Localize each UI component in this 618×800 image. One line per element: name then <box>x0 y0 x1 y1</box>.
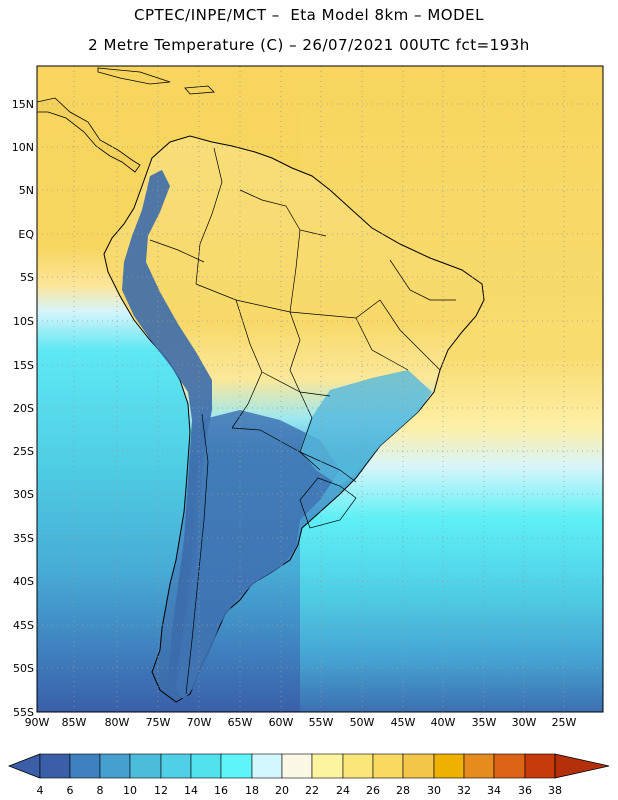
central-america <box>37 97 141 173</box>
map-title: CPTEC/INPE/MCT – Eta Model 8km – MODEL <box>134 6 484 24</box>
lat-label: 35S <box>13 532 34 545</box>
map-frame <box>36 65 604 713</box>
lon-label: 40W <box>431 716 456 729</box>
colorbar-tick-label: 26 <box>366 784 380 797</box>
lat-label: 55S <box>13 706 34 719</box>
hispaniola <box>184 85 215 95</box>
colorbar-tick-label: 28 <box>396 784 410 797</box>
lat-label: 15S <box>13 359 34 372</box>
colorbar-swatch <box>311 753 344 779</box>
colorbar-tick-label: 36 <box>518 784 532 797</box>
se-brazil-cool <box>300 370 432 486</box>
colorbar-tick-label: 8 <box>97 784 104 797</box>
lon-label: 55W <box>309 716 334 729</box>
colorbar-swatch <box>463 753 495 779</box>
colorbar-right-arrow <box>554 753 610 779</box>
colorbar-tick-label: 20 <box>275 784 289 797</box>
lat-label: 5N <box>19 184 34 197</box>
colorbar-swatch <box>69 753 101 779</box>
colorbar-tick-label: 18 <box>245 784 259 797</box>
colorbar-left-arrow <box>7 753 41 779</box>
lat-label: 25S <box>13 445 34 458</box>
cuba <box>97 67 171 85</box>
colorbar-tick-label: 6 <box>67 784 74 797</box>
colorbar-tick-label: 32 <box>457 784 471 797</box>
colorbar-swatch <box>402 753 435 779</box>
lon-label: 85W <box>62 716 87 729</box>
colorbar-swatch <box>372 753 404 779</box>
lon-label: 70W <box>187 716 212 729</box>
lat-label: 20S <box>13 402 34 415</box>
colorbar-swatch <box>220 753 253 779</box>
colorbar-tick-label: 22 <box>305 784 319 797</box>
lon-label: 80W <box>105 716 130 729</box>
lon-label: 65W <box>228 716 253 729</box>
lat-label: 10S <box>13 315 34 328</box>
map-subtitle: 2 Metre Temperature (C) – 26/07/2021 00U… <box>88 36 530 54</box>
colorbar-swatch <box>433 753 465 779</box>
colorbar-swatch <box>129 753 162 779</box>
colorbar-tick-label: 16 <box>214 784 228 797</box>
lat-label: 40S <box>13 575 34 588</box>
lon-label: 60W <box>269 716 294 729</box>
colorbar-tick-label: 12 <box>154 784 168 797</box>
colorbar <box>7 753 610 779</box>
colorbar-swatch <box>524 753 556 779</box>
colorbar-swatch <box>342 753 374 779</box>
country-borders <box>149 147 456 695</box>
lat-label: 5S <box>20 271 34 284</box>
lat-label: 15N <box>12 98 34 111</box>
colorbar-tick-label: 24 <box>336 784 350 797</box>
colorbar-swatch <box>281 753 313 779</box>
lon-label: 45W <box>391 716 416 729</box>
lon-label: 50W <box>350 716 375 729</box>
lat-label: 30S <box>13 488 34 501</box>
colorbar-swatch <box>160 753 192 779</box>
colorbar-swatch <box>99 753 131 779</box>
andes-cold-band <box>122 170 212 700</box>
lat-label: EQ <box>18 228 34 241</box>
lon-label: 30W <box>512 716 537 729</box>
lat-label: 45S <box>13 619 34 632</box>
lat-label: 50S <box>13 662 34 675</box>
colorbar-tick-label: 14 <box>184 784 198 797</box>
latitude-labels: 15N 10N 5N EQ 5S 10S 15S 20S 25S 30S 35S… <box>12 98 35 719</box>
colorbar-tick-label: 30 <box>427 784 441 797</box>
lon-label: 35W <box>472 716 497 729</box>
colorbar-tick-label: 38 <box>548 784 562 797</box>
longitude-labels: 90W 85W 80W 75W 70W 65W 60W 55W 50W 45W … <box>25 716 577 729</box>
colorbar-tick-label: 4 <box>37 784 44 797</box>
colorbar-ticks: 4 6 8 10 12 14 16 18 20 22 24 26 28 30 3… <box>37 784 563 797</box>
colorbar-swatch <box>39 753 71 779</box>
colorbar-swatch <box>251 753 283 779</box>
colorbar-swatch <box>190 753 222 779</box>
lon-label: 75W <box>146 716 171 729</box>
lon-label: 25W <box>552 716 577 729</box>
colorbar-tick-label: 10 <box>123 784 137 797</box>
colorbar-tick-label: 34 <box>487 784 501 797</box>
southern-cone-cold <box>176 410 340 700</box>
lon-label: 90W <box>25 716 50 729</box>
colorbar-swatch <box>493 753 526 779</box>
lat-label: 10N <box>12 141 34 154</box>
